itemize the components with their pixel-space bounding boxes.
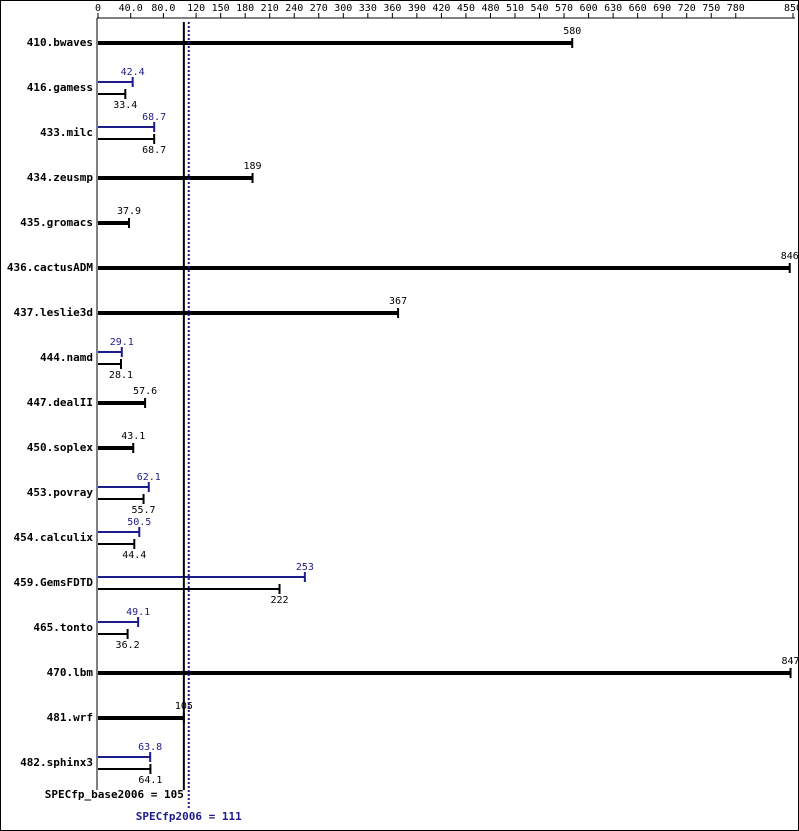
x-tick-label: 390 (408, 3, 426, 14)
value-label: 189 (244, 161, 262, 172)
x-tick-label: 480 (481, 3, 499, 14)
reference-label: SPECfp_base2006 = 105 (45, 788, 184, 801)
peak-bar (98, 756, 151, 758)
x-tick-label: 690 (653, 3, 671, 14)
peak-bar (98, 81, 133, 83)
x-tick-label: 150 (212, 3, 230, 14)
value-label: 846 (781, 251, 799, 262)
x-tick-label: 570 (555, 3, 573, 14)
base-bar (98, 588, 280, 590)
peak-bar (98, 486, 149, 488)
category-label: 435.gromacs (20, 216, 93, 229)
x-tick-label: 600 (580, 3, 598, 14)
x-tick-label: 540 (530, 3, 548, 14)
x-tick-label: 300 (334, 3, 352, 14)
category-label: 454.calculix (14, 531, 94, 544)
bar (98, 311, 399, 315)
value-label: 580 (563, 26, 581, 37)
value-label: 37.9 (117, 206, 141, 217)
category-label: 450.soplex (27, 441, 94, 454)
x-tick-label: 0 (95, 3, 101, 14)
peak-bar (98, 576, 305, 578)
value-label: 367 (389, 296, 407, 307)
x-tick-label: 850 (784, 3, 799, 14)
value-label: 44.4 (122, 550, 146, 561)
value-label: 63.8 (138, 742, 162, 753)
category-label: 444.namd (40, 351, 93, 364)
bar (98, 401, 146, 405)
value-label: 253 (296, 562, 314, 573)
category-label: 436.cactusADM (7, 261, 93, 274)
x-tick-label: 780 (727, 3, 745, 14)
peak-bar (98, 351, 122, 353)
reference-label: SPECfp2006 = 111 (136, 810, 242, 823)
value-label: 55.7 (131, 505, 155, 516)
category-label: 416.gamess (27, 81, 93, 94)
peak-bar (98, 621, 139, 623)
category-label: 482.sphinx3 (20, 756, 93, 769)
value-label: 28.1 (109, 370, 133, 381)
value-label: 62.1 (137, 472, 161, 483)
bar (98, 446, 134, 450)
x-tick-label: 270 (310, 3, 328, 14)
value-label: 222 (270, 595, 288, 606)
x-tick-label: 420 (432, 3, 450, 14)
base-bar (98, 138, 155, 140)
base-bar (98, 768, 151, 770)
bar (98, 221, 129, 225)
value-label: 43.1 (121, 431, 145, 442)
value-label: 36.2 (116, 640, 140, 651)
x-tick-label: 40.0 (119, 3, 143, 14)
x-tick-label: 720 (678, 3, 696, 14)
bar (98, 266, 790, 270)
x-tick-label: 120 (187, 3, 205, 14)
category-label: 459.GemsFDTD (14, 576, 94, 589)
base-bar (98, 543, 135, 545)
base-bar (98, 363, 121, 365)
peak-bar (98, 531, 140, 533)
x-tick-label: 210 (261, 3, 279, 14)
category-label: 434.zeusmp (27, 171, 94, 184)
category-label: 447.dealII (27, 396, 93, 409)
bar (98, 41, 573, 45)
value-label: 50.5 (127, 517, 151, 528)
category-label: 437.leslie3d (14, 306, 93, 319)
value-label: 33.4 (113, 100, 137, 111)
x-tick-label: 330 (359, 3, 377, 14)
x-tick-label: 630 (604, 3, 622, 14)
x-tick-label: 660 (629, 3, 647, 14)
category-label: 410.bwaves (27, 36, 93, 49)
value-label: 847 (782, 656, 799, 667)
category-label: 453.povray (27, 486, 94, 499)
bar (98, 716, 184, 720)
base-bar (98, 633, 128, 635)
value-label: 68.7 (142, 112, 166, 123)
category-label: 433.milc (40, 126, 93, 139)
category-label: 481.wrf (47, 711, 93, 724)
x-tick-label: 510 (506, 3, 524, 14)
x-tick-label: 450 (457, 3, 475, 14)
bar (98, 176, 253, 180)
x-tick-label: 750 (702, 3, 720, 14)
value-label: 42.4 (121, 67, 145, 78)
value-label: 29.1 (110, 337, 134, 348)
value-label: 64.1 (138, 775, 162, 786)
value-label: 49.1 (126, 607, 150, 618)
value-label: 57.6 (133, 386, 157, 397)
x-tick-label: 80.0 (151, 3, 175, 14)
x-tick-label: 240 (285, 3, 303, 14)
x-tick-label: 360 (383, 3, 401, 14)
value-label: 68.7 (142, 145, 166, 156)
x-tick-label: 180 (236, 3, 254, 14)
category-label: 470.lbm (47, 666, 94, 679)
base-bar (98, 93, 126, 95)
bar (98, 671, 791, 675)
category-label: 465.tonto (33, 621, 93, 634)
base-bar (98, 498, 144, 500)
peak-bar (98, 126, 155, 128)
